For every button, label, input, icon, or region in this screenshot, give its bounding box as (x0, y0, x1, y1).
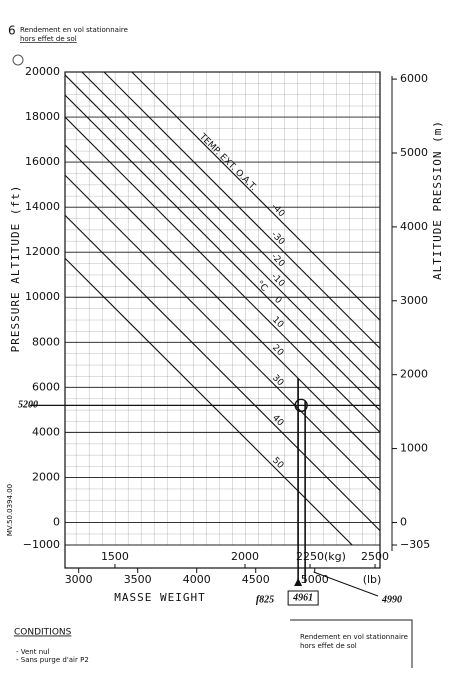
y2-tick-label: 0 (400, 515, 407, 528)
minor-grid (65, 72, 380, 545)
temperature-line (64, 174, 381, 491)
x2-unit: (lb) (363, 573, 382, 586)
x-tick-label: 2250 (296, 550, 324, 563)
hand-note: f825 (256, 594, 274, 605)
footer-box (290, 619, 413, 668)
y-tick-label: 8000 (32, 335, 60, 348)
y-tick-label: 16000 (25, 155, 60, 168)
y-tick-label: 18000 (25, 110, 60, 123)
x-tick-label: 2500 (361, 550, 389, 563)
y-tick-label: 12000 (25, 245, 60, 258)
x2-tick-label: 4000 (183, 573, 211, 586)
temperature-line (64, 257, 353, 546)
temperature-line (103, 71, 381, 349)
x2-tick-label: 3500 (124, 573, 152, 586)
temperature-line (64, 74, 381, 391)
temperature-line (64, 214, 381, 531)
y-tick-label: 6000 (32, 380, 60, 393)
y-tick-label: 10000 (25, 290, 60, 303)
x-tick-label: 2000 (231, 550, 259, 563)
y-tick-label: 20000 (25, 65, 60, 78)
weight-alt-note: 4990 (381, 594, 402, 605)
temperature-line (64, 116, 381, 433)
y-tick-label: 0 (53, 515, 60, 528)
temperature-line (131, 71, 381, 321)
y2-tick-label: −305 (400, 538, 430, 551)
x-tick-label: 1500 (101, 550, 129, 563)
x2-tick-label: 4500 (242, 573, 270, 586)
y-tick-label: 4000 (32, 425, 60, 438)
x-unit: (kg) (324, 550, 346, 563)
y2-tick-label: 5000 (400, 146, 428, 159)
header-subtitle: hors effet de sol (20, 35, 77, 43)
hole-icon (12, 54, 24, 66)
operating-point (294, 398, 308, 413)
x-axis-title: MASSE WEIGHT (114, 591, 205, 604)
weight-box (287, 590, 319, 606)
y-tick-label: 2000 (32, 470, 60, 483)
page-number: 6 (8, 24, 16, 38)
y2-tick-label: 3000 (400, 294, 428, 307)
condition: - Vent nul (16, 648, 50, 656)
footer-box-title: Rendement en vol stationnaire (300, 633, 408, 641)
footer-box-subtitle: hors effet de sol (300, 642, 357, 650)
temperature-line (81, 71, 381, 371)
altitude-note: 5200 (18, 400, 38, 411)
y2-axis-title: ALTITUDE PRESSION (m) (431, 120, 444, 280)
y-tick-label: −1000 (23, 538, 60, 551)
y-axis-title: PRESSURE ALTITUDE (ft) (9, 185, 22, 353)
weight-marker (294, 578, 303, 586)
weight-alt-arrow (313, 571, 379, 597)
temperature-line (64, 144, 381, 461)
doc-reference: MV.50.0394.00 (6, 484, 14, 536)
header-title: Rendement en vol stationnaire (20, 26, 128, 34)
temperature-label: 0 (272, 295, 283, 306)
weight-note: 4961 (292, 592, 313, 603)
temperature-line (64, 94, 381, 411)
x2-tick-label: 3000 (65, 573, 93, 586)
y2-tick-label: 4000 (400, 220, 428, 233)
y-tick-label: 14000 (25, 200, 60, 213)
x2-tick-label: 5000 (301, 573, 329, 586)
y2-tick-label: 1000 (400, 442, 428, 455)
y2-tick-label: 6000 (400, 72, 428, 85)
conditions-title: CONDITIONS (14, 628, 72, 638)
condition: - Sans purge d'air P2 (16, 656, 89, 664)
y2-tick-label: 2000 (400, 368, 428, 381)
